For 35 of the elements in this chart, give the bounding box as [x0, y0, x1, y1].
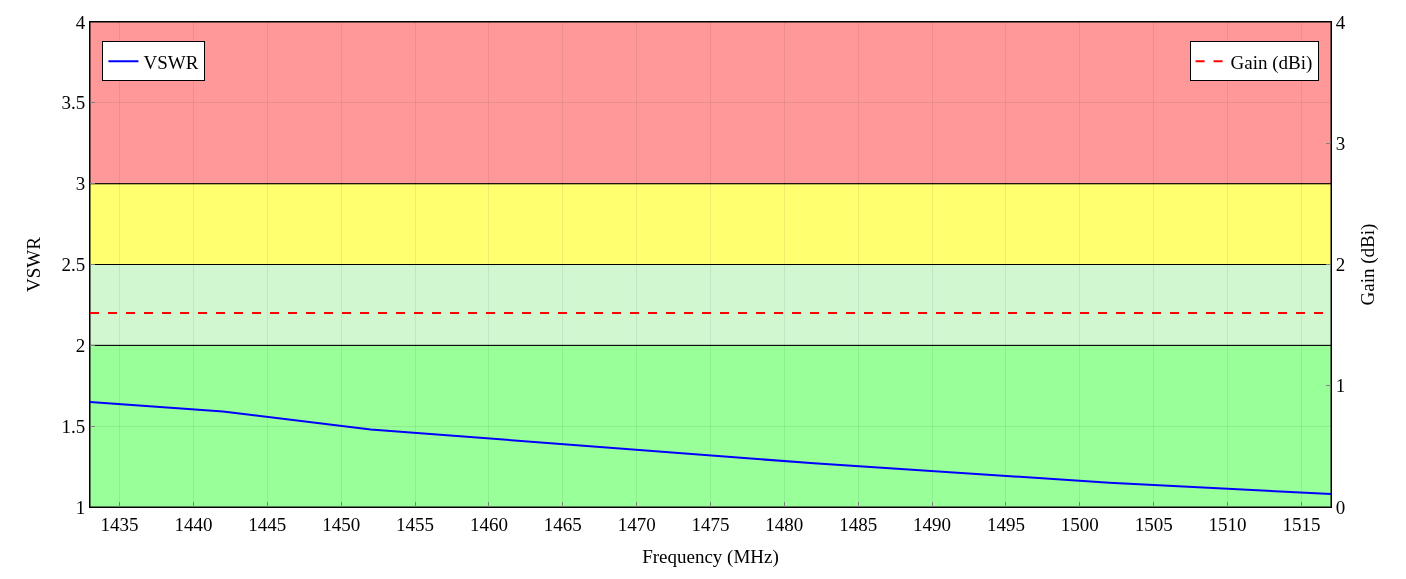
x-tick-label: 1445 — [248, 513, 287, 535]
x-axis-title: Frequency (MHz) — [642, 545, 779, 568]
y-axis-title: VSWR — [23, 236, 45, 292]
x-tick-label: 1490 — [913, 513, 952, 535]
x-tick-label: 1495 — [986, 513, 1025, 535]
y2-tick-label: 0 — [1335, 496, 1346, 518]
x-tick-label: 1515 — [1282, 513, 1321, 535]
x-tick-label: 1485 — [839, 513, 878, 535]
x-tick-label: 1505 — [1134, 513, 1173, 535]
y2-tick-label: 1 — [1335, 375, 1346, 397]
legend-label: Gain (dBi) — [1230, 51, 1313, 74]
y-tick-label: 3 — [75, 173, 86, 195]
x-tick-label: 1480 — [765, 513, 804, 535]
x-tick-label: 1470 — [617, 513, 656, 535]
y2-tick-label: 4 — [1335, 11, 1346, 33]
x-tick-label: 1455 — [396, 513, 435, 535]
x-tick-label: 1435 — [100, 513, 139, 535]
y2-axis-title: Gain (dBi) — [1356, 223, 1379, 306]
y2-tick-label: 2 — [1335, 254, 1346, 276]
x-tick-label: 1510 — [1208, 513, 1247, 535]
x-tick-label: 1440 — [174, 513, 213, 535]
line-series — [90, 400, 1331, 496]
y-tick-label: 3.5 — [61, 92, 86, 114]
y-tick-label: 2 — [75, 334, 86, 356]
x-tick-label: 1450 — [322, 513, 361, 535]
y-tick-label: 1.5 — [61, 415, 86, 437]
x-tick-label: 1460 — [469, 513, 508, 535]
x-tick-label: 1475 — [691, 513, 730, 535]
legend-label: VSWR — [143, 51, 199, 73]
y-tick-label: 1 — [75, 496, 86, 518]
x-tick-label: 1500 — [1060, 513, 1099, 535]
x-tick-label: 1465 — [543, 513, 582, 535]
y-tick-label: 2.5 — [61, 254, 86, 276]
y2-tick-label: 3 — [1335, 132, 1346, 154]
y-tick-label: 4 — [75, 11, 86, 33]
